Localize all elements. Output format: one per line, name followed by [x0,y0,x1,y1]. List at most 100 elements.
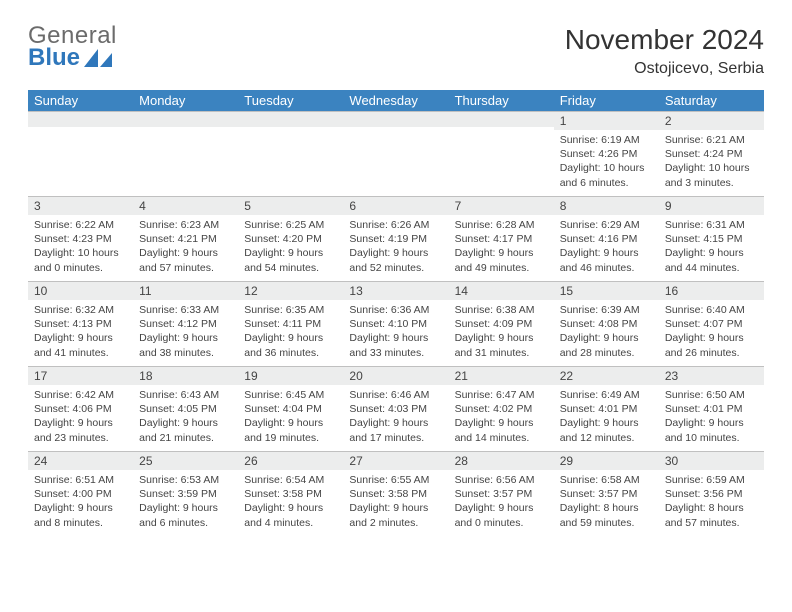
day-number: 17 [28,366,133,385]
weekday-header: Thursday [449,90,554,111]
day-details: Sunrise: 6:33 AMSunset: 4:12 PMDaylight:… [133,300,238,364]
calendar-day-cell: 14Sunrise: 6:38 AMSunset: 4:09 PMDayligh… [449,281,554,366]
day-number: 10 [28,281,133,300]
day-number: 18 [133,366,238,385]
day-details: Sunrise: 6:28 AMSunset: 4:17 PMDaylight:… [449,215,554,279]
calendar-day-cell: 24Sunrise: 6:51 AMSunset: 4:00 PMDayligh… [28,451,133,536]
day-details: Sunrise: 6:31 AMSunset: 4:15 PMDaylight:… [659,215,764,279]
day-number: 16 [659,281,764,300]
logo: General Blue [28,24,117,70]
calendar-day-cell: 22Sunrise: 6:49 AMSunset: 4:01 PMDayligh… [554,366,659,451]
calendar-day-cell [133,111,238,196]
calendar-day-cell: 26Sunrise: 6:54 AMSunset: 3:58 PMDayligh… [238,451,343,536]
calendar-day-cell [343,111,448,196]
day-number: 22 [554,366,659,385]
calendar-day-cell: 11Sunrise: 6:33 AMSunset: 4:12 PMDayligh… [133,281,238,366]
empty-day-band [28,111,133,127]
calendar-day-cell: 4Sunrise: 6:23 AMSunset: 4:21 PMDaylight… [133,196,238,281]
empty-day-band [238,111,343,127]
calendar-table: SundayMondayTuesdayWednesdayThursdayFrid… [28,90,764,536]
calendar-body: 1Sunrise: 6:19 AMSunset: 4:26 PMDaylight… [28,111,764,536]
calendar-day-cell: 25Sunrise: 6:53 AMSunset: 3:59 PMDayligh… [133,451,238,536]
calendar-day-cell: 3Sunrise: 6:22 AMSunset: 4:23 PMDaylight… [28,196,133,281]
day-details: Sunrise: 6:42 AMSunset: 4:06 PMDaylight:… [28,385,133,449]
page-title: November 2024 [565,24,764,56]
calendar-day-cell: 23Sunrise: 6:50 AMSunset: 4:01 PMDayligh… [659,366,764,451]
day-details: Sunrise: 6:32 AMSunset: 4:13 PMDaylight:… [28,300,133,364]
calendar-week-row: 1Sunrise: 6:19 AMSunset: 4:26 PMDaylight… [28,111,764,196]
day-number: 28 [449,451,554,470]
weekday-header: Monday [133,90,238,111]
day-details: Sunrise: 6:23 AMSunset: 4:21 PMDaylight:… [133,215,238,279]
day-number: 24 [28,451,133,470]
day-details: Sunrise: 6:22 AMSunset: 4:23 PMDaylight:… [28,215,133,279]
day-details: Sunrise: 6:49 AMSunset: 4:01 PMDaylight:… [554,385,659,449]
title-block: November 2024 Ostojicevo, Serbia [565,24,764,78]
empty-day-band [449,111,554,127]
calendar-day-cell: 20Sunrise: 6:46 AMSunset: 4:03 PMDayligh… [343,366,448,451]
day-number: 29 [554,451,659,470]
page-subtitle: Ostojicevo, Serbia [565,60,764,78]
day-number: 8 [554,196,659,215]
calendar-day-cell: 16Sunrise: 6:40 AMSunset: 4:07 PMDayligh… [659,281,764,366]
day-details: Sunrise: 6:38 AMSunset: 4:09 PMDaylight:… [449,300,554,364]
day-number: 19 [238,366,343,385]
calendar-day-cell: 10Sunrise: 6:32 AMSunset: 4:13 PMDayligh… [28,281,133,366]
day-number: 20 [343,366,448,385]
calendar-day-cell: 8Sunrise: 6:29 AMSunset: 4:16 PMDaylight… [554,196,659,281]
day-number: 25 [133,451,238,470]
day-details: Sunrise: 6:26 AMSunset: 4:19 PMDaylight:… [343,215,448,279]
day-number: 14 [449,281,554,300]
day-number: 3 [28,196,133,215]
day-details: Sunrise: 6:53 AMSunset: 3:59 PMDaylight:… [133,470,238,534]
calendar-day-cell: 27Sunrise: 6:55 AMSunset: 3:58 PMDayligh… [343,451,448,536]
calendar-day-cell: 9Sunrise: 6:31 AMSunset: 4:15 PMDaylight… [659,196,764,281]
day-details: Sunrise: 6:51 AMSunset: 4:00 PMDaylight:… [28,470,133,534]
day-number: 15 [554,281,659,300]
day-details: Sunrise: 6:40 AMSunset: 4:07 PMDaylight:… [659,300,764,364]
day-number: 13 [343,281,448,300]
day-details: Sunrise: 6:19 AMSunset: 4:26 PMDaylight:… [554,130,659,194]
weekday-header: Friday [554,90,659,111]
calendar-week-row: 10Sunrise: 6:32 AMSunset: 4:13 PMDayligh… [28,281,764,366]
weekday-header: Wednesday [343,90,448,111]
day-details: Sunrise: 6:59 AMSunset: 3:56 PMDaylight:… [659,470,764,534]
calendar-day-cell: 12Sunrise: 6:35 AMSunset: 4:11 PMDayligh… [238,281,343,366]
calendar-day-cell: 1Sunrise: 6:19 AMSunset: 4:26 PMDaylight… [554,111,659,196]
day-number: 30 [659,451,764,470]
day-details: Sunrise: 6:21 AMSunset: 4:24 PMDaylight:… [659,130,764,194]
day-details: Sunrise: 6:45 AMSunset: 4:04 PMDaylight:… [238,385,343,449]
calendar-day-cell: 13Sunrise: 6:36 AMSunset: 4:10 PMDayligh… [343,281,448,366]
weekday-header-row: SundayMondayTuesdayWednesdayThursdayFrid… [28,90,764,111]
day-details: Sunrise: 6:54 AMSunset: 3:58 PMDaylight:… [238,470,343,534]
calendar-day-cell: 18Sunrise: 6:43 AMSunset: 4:05 PMDayligh… [133,366,238,451]
calendar-day-cell: 2Sunrise: 6:21 AMSunset: 4:24 PMDaylight… [659,111,764,196]
weekday-header: Saturday [659,90,764,111]
calendar-week-row: 3Sunrise: 6:22 AMSunset: 4:23 PMDaylight… [28,196,764,281]
calendar-day-cell: 5Sunrise: 6:25 AMSunset: 4:20 PMDaylight… [238,196,343,281]
day-number: 23 [659,366,764,385]
weekday-header: Sunday [28,90,133,111]
day-number: 2 [659,111,764,130]
logo-sail-icon [84,49,112,67]
day-number: 11 [133,281,238,300]
calendar-page: General Blue November 2024 Ostojicevo, S… [0,0,792,560]
logo-bottom-row: Blue [28,46,112,70]
day-details: Sunrise: 6:56 AMSunset: 3:57 PMDaylight:… [449,470,554,534]
day-details: Sunrise: 6:29 AMSunset: 4:16 PMDaylight:… [554,215,659,279]
logo-text-bottom: Blue [28,46,80,70]
day-details: Sunrise: 6:43 AMSunset: 4:05 PMDaylight:… [133,385,238,449]
calendar-day-cell: 21Sunrise: 6:47 AMSunset: 4:02 PMDayligh… [449,366,554,451]
weekday-header: Tuesday [238,90,343,111]
header: General Blue November 2024 Ostojicevo, S… [28,24,764,78]
calendar-day-cell [28,111,133,196]
day-number: 27 [343,451,448,470]
calendar-day-cell [238,111,343,196]
calendar-day-cell: 30Sunrise: 6:59 AMSunset: 3:56 PMDayligh… [659,451,764,536]
day-details: Sunrise: 6:35 AMSunset: 4:11 PMDaylight:… [238,300,343,364]
day-details: Sunrise: 6:50 AMSunset: 4:01 PMDaylight:… [659,385,764,449]
day-number: 5 [238,196,343,215]
day-details: Sunrise: 6:46 AMSunset: 4:03 PMDaylight:… [343,385,448,449]
calendar-day-cell: 19Sunrise: 6:45 AMSunset: 4:04 PMDayligh… [238,366,343,451]
day-number: 26 [238,451,343,470]
